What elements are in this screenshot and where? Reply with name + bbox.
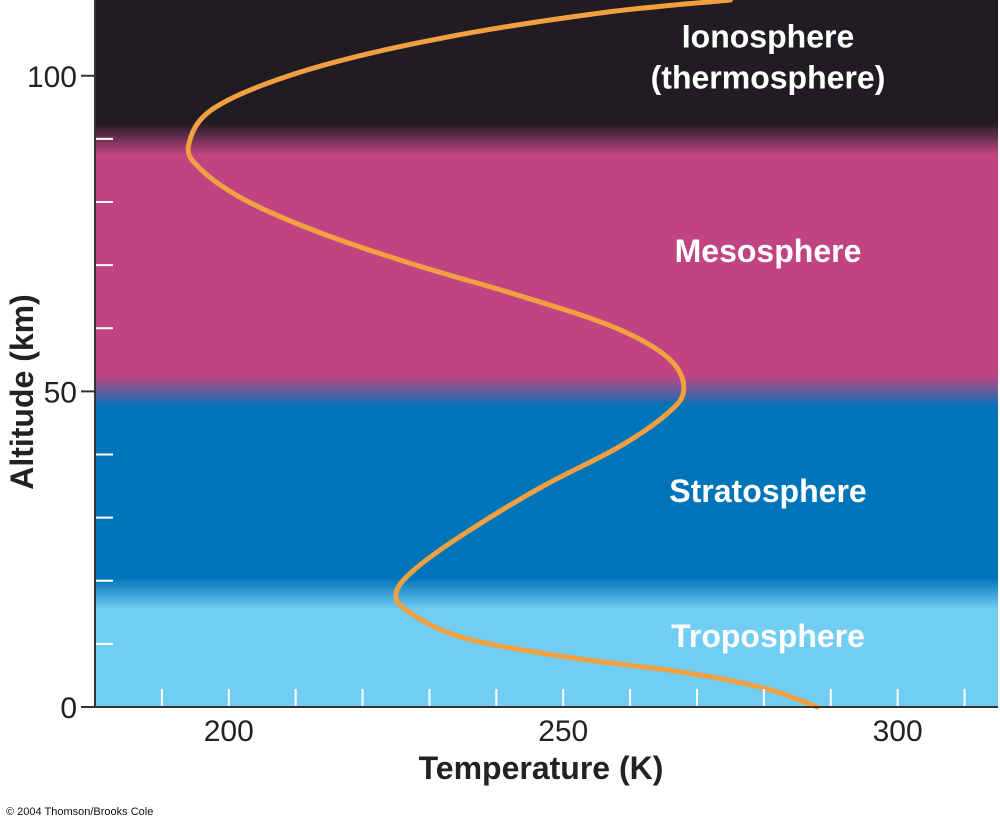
layer-label-mesosphere: Mesosphere [675,233,862,269]
y-tick-label: 100 [27,61,77,94]
x-minor-ticks [160,689,966,707]
layer-labels: Troposphere Stratosphere Mesosphere Iono… [651,18,886,654]
y-tick-label: 0 [60,692,77,725]
y-tick-labels: 0 50 100 [27,61,77,725]
layer-label-ionosphere: Ionosphere [682,18,854,54]
y-minor-ticks [95,137,113,645]
plot-background [95,0,998,707]
x-axis-title: Temperature (K) [419,750,664,786]
y-major-ticks [81,74,95,708]
y-axis-title: Altitude (km) [4,294,40,490]
layer-label-thermosphere: (thermosphere) [651,59,886,95]
copyright-notice: © 2004 Thomson/Brooks Cole [6,806,154,818]
layer-label-stratosphere: Stratosphere [669,473,866,509]
temperature-curve [185,0,820,710]
x-tick-label: 200 [204,715,254,748]
y-tick-label: 50 [44,376,77,409]
x-tick-labels: 200 250 300 [204,715,923,748]
x-tick-label: 250 [538,715,588,748]
layer-label-troposphere: Troposphere [671,618,865,654]
x-tick-label: 300 [873,715,923,748]
